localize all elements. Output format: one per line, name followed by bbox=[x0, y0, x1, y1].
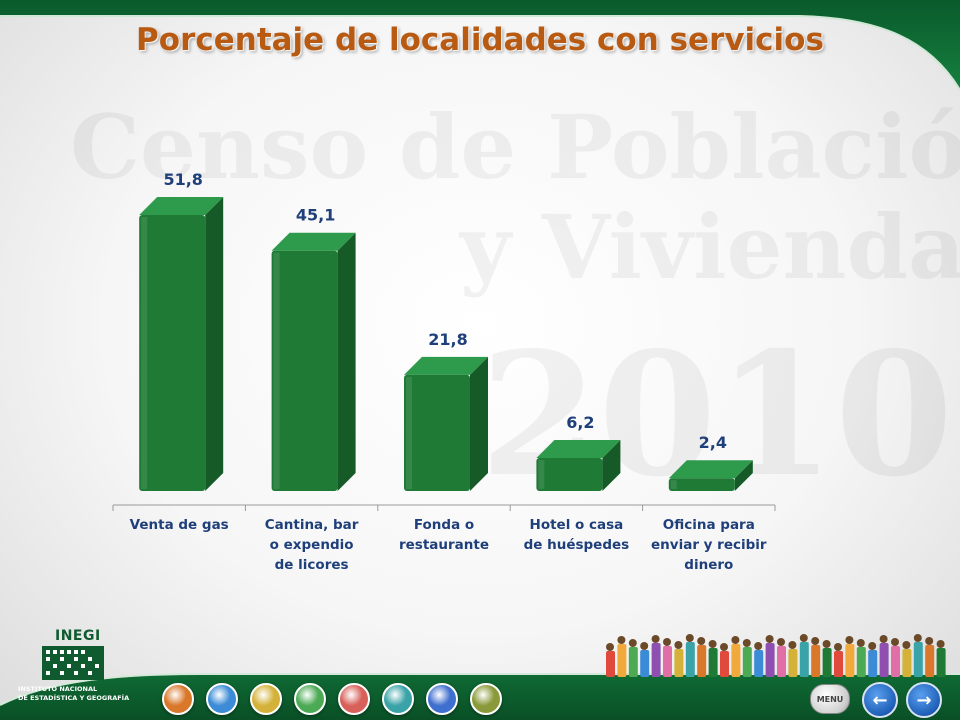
bar bbox=[536, 439, 621, 491]
category-label-line: Hotel o casa bbox=[529, 517, 624, 533]
chart-data-labels: 51,8 45,1 21,8 6,2 2,4 bbox=[163, 170, 727, 452]
menu-button[interactable]: MENU bbox=[810, 684, 850, 714]
category-label-line: enviar y recibir bbox=[651, 537, 767, 553]
logo-subtitle-line1: INSTITUTO NACIONAL bbox=[18, 685, 98, 693]
people-illustration bbox=[606, 634, 946, 677]
people-icon[interactable] bbox=[250, 683, 282, 715]
category-label: Fonda o restaurante bbox=[374, 515, 514, 555]
family-icon[interactable] bbox=[162, 683, 194, 715]
category-label: Cantina, bar o expendio de licores bbox=[242, 515, 382, 575]
category-label: Hotel o casa de huéspedes bbox=[506, 515, 646, 555]
category-label-line: restaurante bbox=[398, 537, 489, 553]
category-label-line: Oficina para bbox=[662, 517, 755, 533]
category-label-line: de huéspedes bbox=[523, 537, 630, 553]
bar bbox=[271, 232, 356, 491]
house-icon[interactable] bbox=[338, 683, 370, 715]
header-band bbox=[0, 0, 960, 91]
data-label: 45,1 bbox=[296, 206, 335, 225]
bar bbox=[404, 356, 488, 491]
info-icon[interactable] bbox=[206, 683, 238, 715]
category-label: Oficina para enviar y recibir dinero bbox=[639, 515, 779, 575]
data-label: 2,4 bbox=[699, 433, 727, 452]
home-icon[interactable] bbox=[382, 683, 414, 715]
inegi-logo-mark bbox=[42, 646, 104, 680]
category-label-line: Venta de gas bbox=[129, 517, 229, 533]
logo-subtitle-line2: DE ESTADÍSTICA Y GEOGRAFÍA bbox=[18, 694, 130, 702]
arrow-right-icon[interactable]: → bbox=[906, 682, 942, 718]
chart-x-axis bbox=[112, 504, 776, 511]
page-title: Porcentaje de localidades con servicios bbox=[136, 22, 824, 58]
category-label-line: de licores bbox=[274, 557, 349, 573]
person-icon[interactable] bbox=[294, 683, 326, 715]
category-label-line: dinero bbox=[684, 557, 734, 573]
data-label: 21,8 bbox=[428, 330, 467, 349]
bar bbox=[668, 460, 753, 491]
bar bbox=[139, 197, 224, 491]
map-icon[interactable] bbox=[426, 683, 458, 715]
logo-subtitle: INSTITUTO NACIONAL DE ESTADÍSTICA Y GEOG… bbox=[18, 685, 138, 703]
category-label-line: Cantina, bar bbox=[264, 517, 359, 533]
data-label: 51,8 bbox=[163, 170, 202, 189]
data-label: 6,2 bbox=[566, 413, 594, 432]
category-label-line: o expendio bbox=[269, 537, 354, 553]
arrow-left-icon[interactable]: ← bbox=[862, 682, 898, 718]
land-icon[interactable] bbox=[470, 683, 502, 715]
category-label: Venta de gas bbox=[109, 515, 249, 535]
logo-name: INEGI bbox=[55, 628, 101, 644]
chart-bars bbox=[139, 197, 753, 491]
category-label-line: Fonda o bbox=[413, 517, 475, 533]
